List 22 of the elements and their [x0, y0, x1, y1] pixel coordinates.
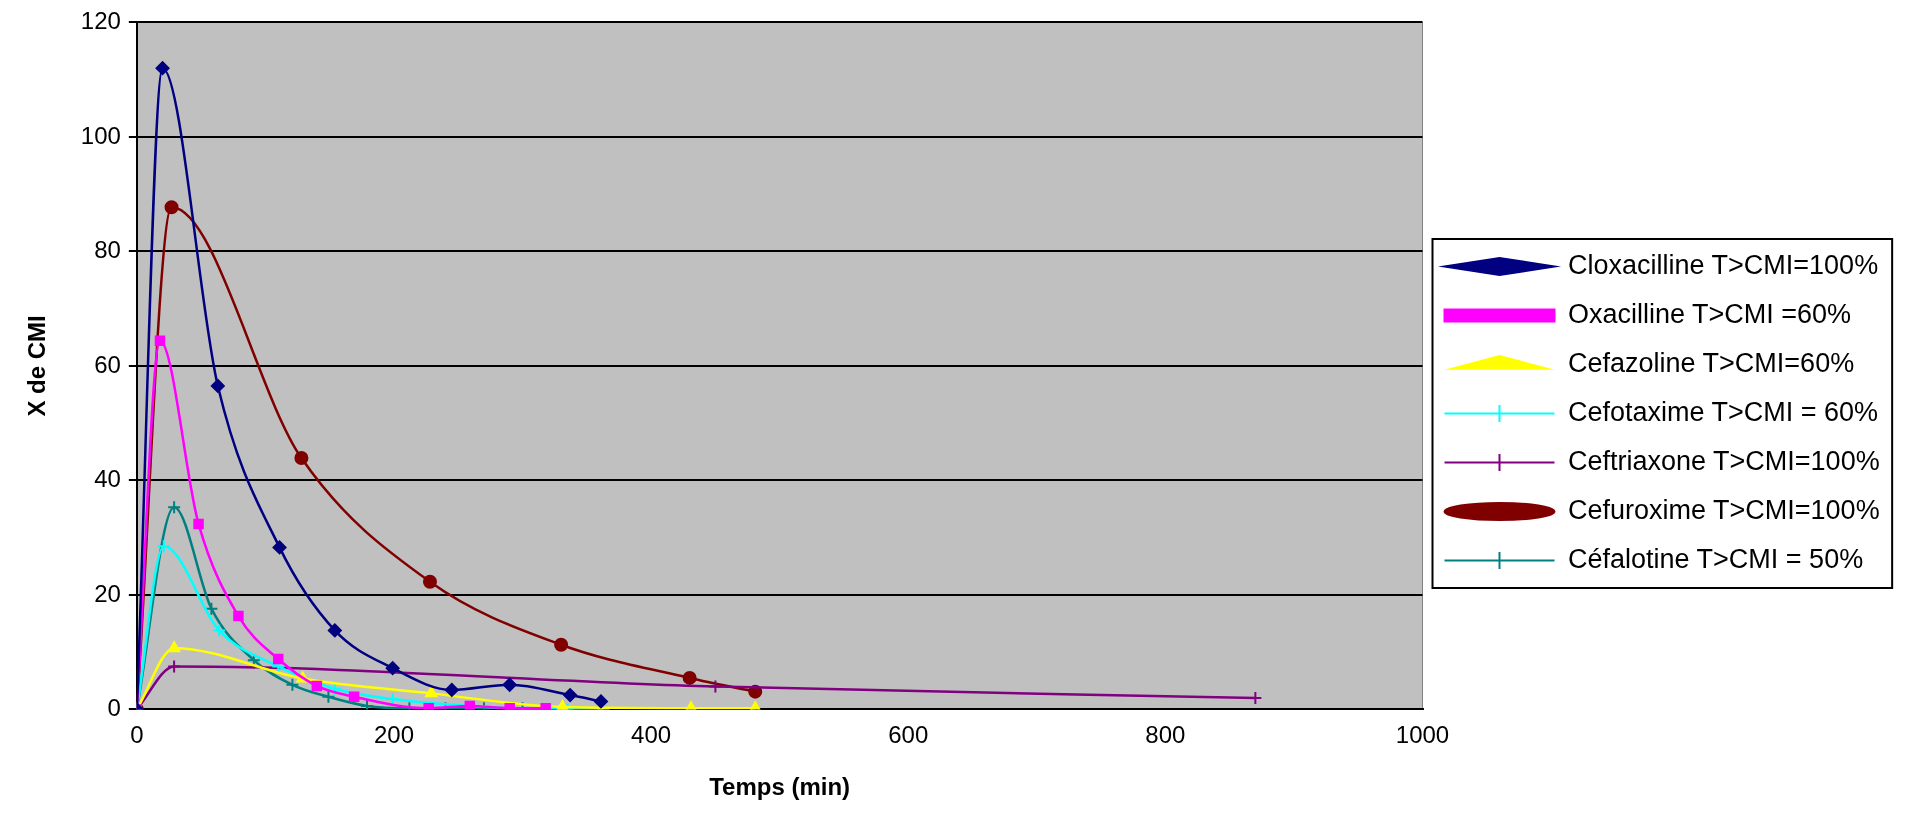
y-tick-label: 80 — [94, 236, 121, 264]
y-axis-title: X de CMI — [23, 315, 51, 417]
legend-label: Céfalotine T>CMI = 50% — [1568, 543, 1864, 574]
legend-label: Ceftriaxone T>CMI=100% — [1568, 445, 1880, 476]
y-tick-label: 20 — [94, 579, 121, 607]
legend-label: Cefazoline T>CMI=60% — [1568, 347, 1855, 378]
y-tick-label: 40 — [94, 465, 121, 493]
legend-label: Cloxacilline T>CMI=100% — [1568, 249, 1879, 280]
x-tick-label: 400 — [631, 721, 672, 749]
legend-label: Oxacilline T>CMI =60% — [1568, 298, 1852, 329]
x-tick-label: 0 — [130, 721, 144, 749]
legend-label: Cefotaxime T>CMI = 60% — [1568, 396, 1879, 427]
legend-label: Cefuroxime T>CMI=100% — [1568, 494, 1880, 525]
y-tick-label: 0 — [107, 694, 121, 722]
x-axis-title: Temps (min) — [709, 773, 851, 801]
y-tick-label: 60 — [94, 350, 121, 378]
x-tick-label: 1000 — [1395, 721, 1450, 749]
y-tick-label: 120 — [80, 7, 121, 35]
x-tick-label: 800 — [1145, 721, 1186, 749]
y-tick-label: 100 — [80, 121, 121, 149]
x-tick-label: 600 — [888, 721, 929, 749]
x-tick-label: 200 — [373, 721, 414, 749]
